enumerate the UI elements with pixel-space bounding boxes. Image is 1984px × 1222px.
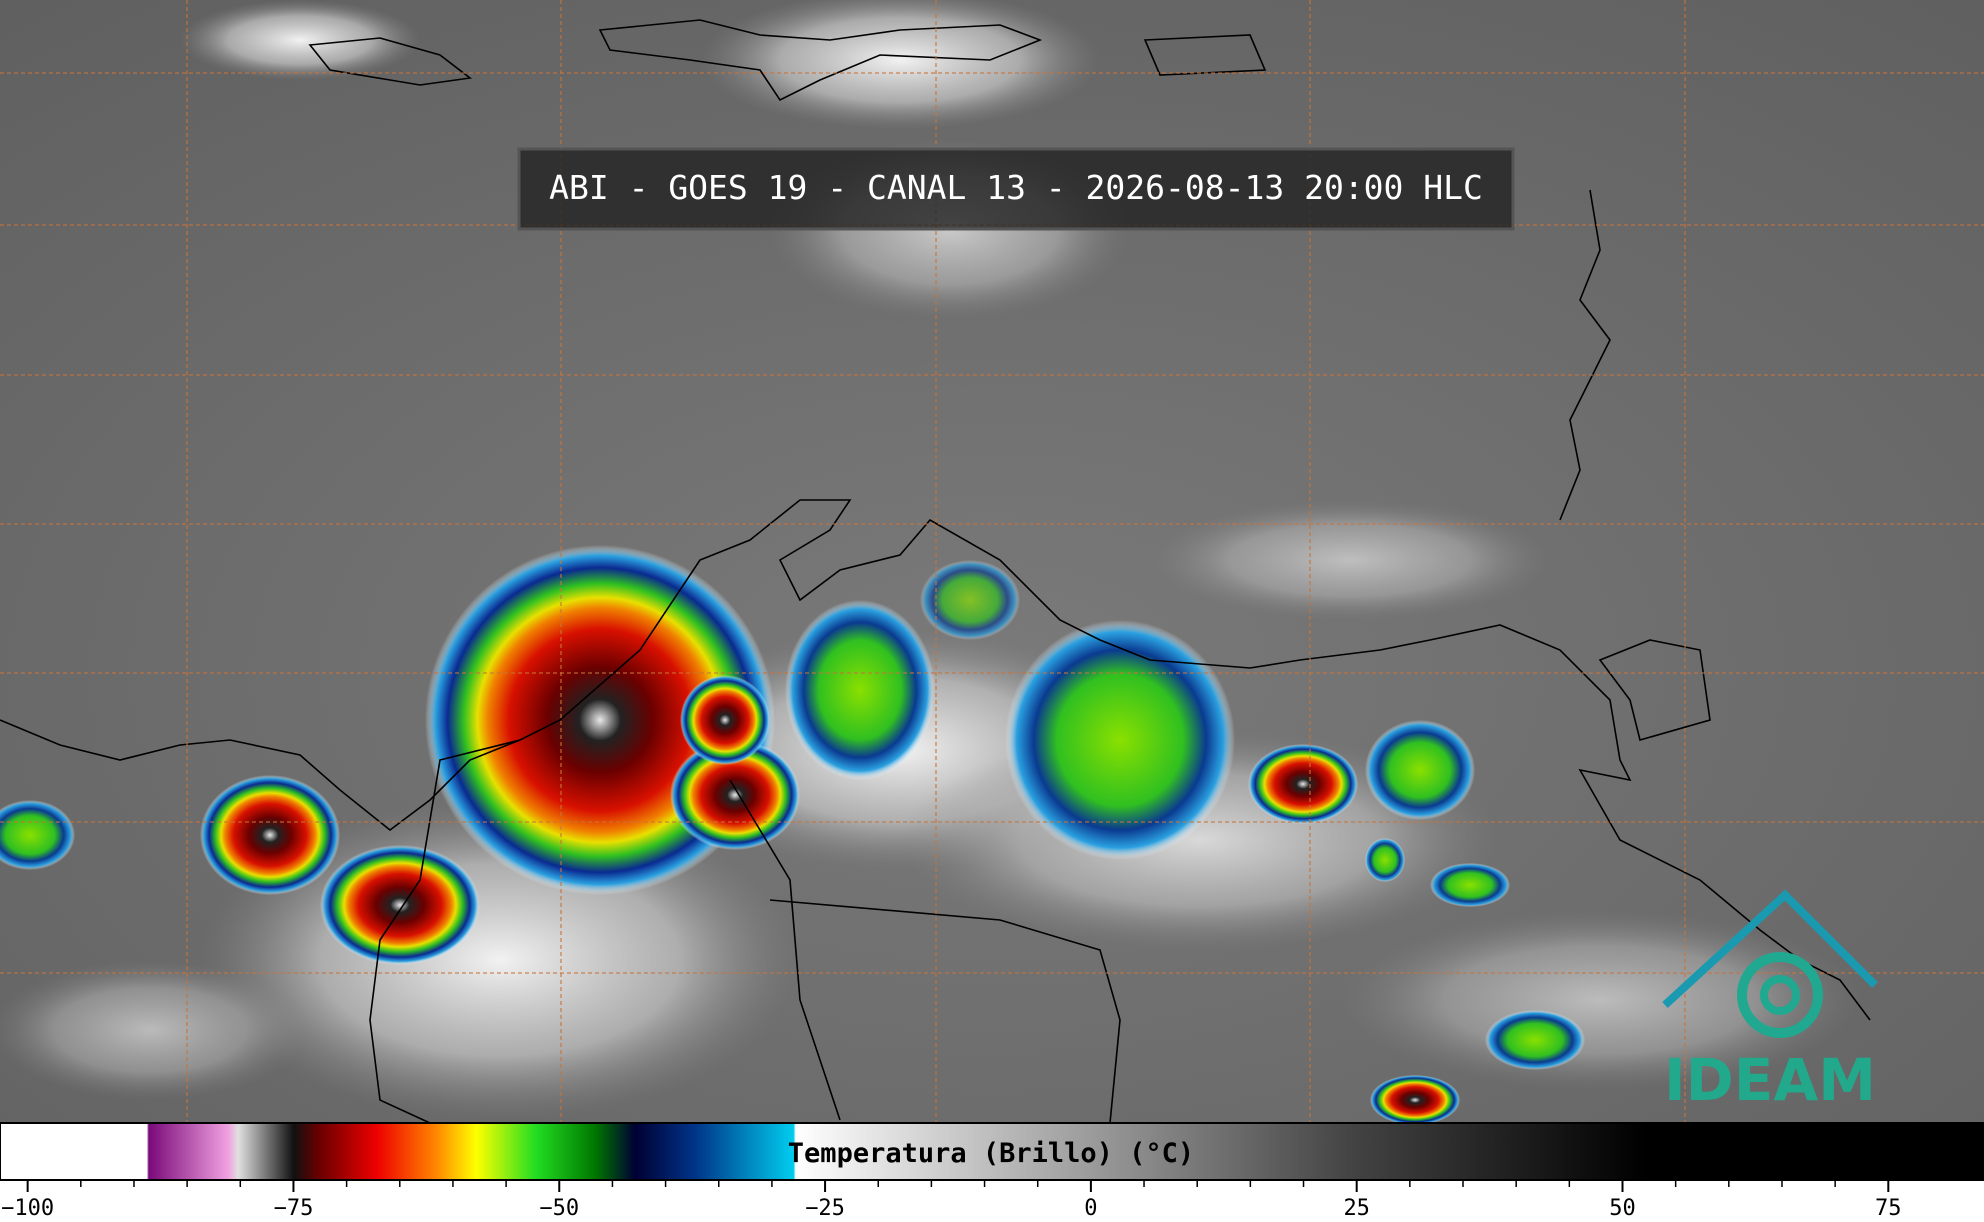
colorbar: Temperatura (Brillo) (°C) xyxy=(0,1122,1984,1181)
colorbar-tick-label: 0 xyxy=(1084,1196,1097,1221)
colorbar-tick-label: 50 xyxy=(1609,1196,1636,1221)
graticule xyxy=(0,0,1984,1123)
colorbar-tick-label: 75 xyxy=(1875,1196,1902,1221)
title-box xyxy=(517,147,1515,231)
colorbar-tick-label: 25 xyxy=(1343,1196,1370,1221)
colorbar-ramp xyxy=(0,1122,1984,1181)
colorbar-tick-label: −25 xyxy=(805,1196,845,1221)
colorbar-tick-label: −100 xyxy=(1,1196,54,1221)
coastlines xyxy=(0,19,1871,1124)
colorbar-tick-label: −50 xyxy=(539,1196,579,1221)
storms xyxy=(0,545,1585,1125)
logo xyxy=(1662,889,1878,1038)
colorbar-label: Temperatura (Brillo) (°C) xyxy=(788,1138,1194,1169)
colorbar-tick-label: −75 xyxy=(274,1196,314,1221)
title: ABI - GOES 19 - CANAL 13 - 2026-08-13 20… xyxy=(549,168,1483,207)
logo-text: IDEAM xyxy=(1664,1046,1876,1114)
